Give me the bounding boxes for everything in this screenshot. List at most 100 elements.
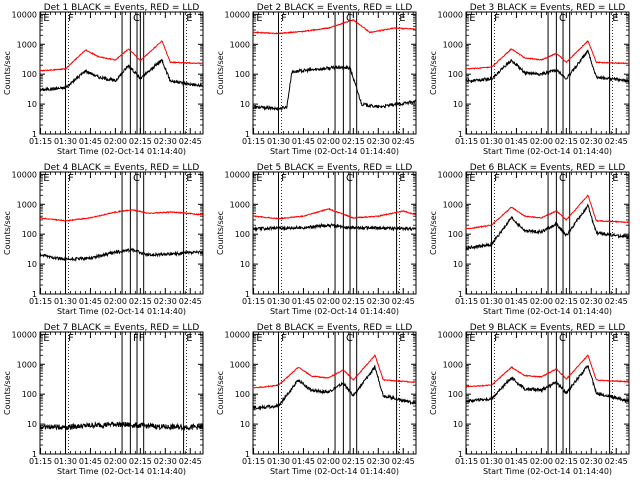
segment-marker-label: C [559,333,566,344]
x-axis-label: Start Time (02-Oct-14 01:14:40) [270,147,399,156]
x-tick-label: 02:45 [605,137,628,146]
panel-det-2: Det 2 BLACK = Events, RED = LLD Counts/se… [216,3,417,156]
x-tick-label: 01:30 [480,297,503,306]
y-tick-label: 100 [448,230,463,239]
segment-marker-label: E [256,13,262,24]
y-tick-label: 100 [22,230,37,239]
x-tick-label: 02:45 [605,297,628,306]
x-tick-label: 02:00 [104,297,127,306]
series-line-events [465,49,630,84]
x-tick-label: 02:15 [555,137,578,146]
segment-marker-label: F [281,333,287,344]
x-tick-label: 02:00 [530,297,553,306]
y-axis-label: Counts/sec [3,51,12,95]
plot-frame [39,331,204,455]
series-line-events [39,247,204,263]
y-tick-label: 1000 [443,40,463,49]
y-tick-label: 10000 [438,170,463,179]
x-tick-label: 01:30 [267,297,290,306]
segment-marker-label: E [469,173,475,184]
segment-marker-label: C [133,13,140,24]
x-tick-label: 02:30 [580,137,603,146]
segment-marker-label: F [281,13,287,24]
segment-marker-label: E [43,13,49,24]
y-tick-label: 1000 [17,360,37,369]
x-tick-label: 01:15 [455,297,478,306]
panel-det-9: Det 9 BLACK = Events, RED = LLD Counts/se… [429,323,630,476]
segment-marker-label: E [186,333,192,344]
x-tick-label: 02:30 [154,297,177,306]
segment-marker-label: C [133,173,140,184]
x-tick-label: 01:15 [242,457,265,466]
x-axis-label: Start Time (02-Oct-14 01:14:40) [483,147,612,156]
y-tick-label: 1 [458,130,463,139]
plot-frame [465,11,630,135]
x-tick-label: 02:30 [154,137,177,146]
series-line-events [252,364,417,411]
plot-frame [39,11,204,135]
x-tick-label: 02:45 [179,457,202,466]
x-tick-label: 02:00 [317,137,340,146]
segment-marker-label: F [68,13,74,24]
x-axis-label: Start Time (02-Oct-14 01:14:40) [57,307,186,316]
segment-marker-label: E [43,173,49,184]
y-tick-label: 1000 [17,200,37,209]
segment-marker-label: E [256,173,262,184]
panel-title: Det 8 BLACK = Events, RED = LLD [257,323,413,333]
y-tick-label: 100 [22,390,37,399]
y-tick-label: 100 [22,70,37,79]
x-axis-label: Start Time (02-Oct-14 01:14:40) [483,307,612,316]
x-tick-label: 01:15 [242,297,265,306]
segment-marker-label: E [186,173,192,184]
segment-marker-label: F [494,173,500,184]
x-tick-label: 02:15 [342,297,365,306]
panel-title: Det 4 BLACK = Events, RED = LLD [44,163,200,173]
x-tick-label: 02:00 [530,457,553,466]
x-tick-label: 02:15 [342,137,365,146]
series-line-events [252,64,417,112]
y-tick-label: 10000 [12,330,37,339]
series-line-lld [465,40,630,70]
segment-marker-label: F [68,333,74,344]
x-tick-label: 01:45 [292,137,315,146]
x-tick-label: 01:45 [79,457,102,466]
y-axis-label: Counts/sec [3,211,12,255]
x-tick-label: 02:15 [555,457,578,466]
panel-det-7: Det 7 BLACK = Events, RED = LLD Counts/se… [3,323,204,476]
x-tick-label: 02:30 [580,297,603,306]
panel-title: Det 3 BLACK = Events, RED = LLD [470,3,626,13]
plot-frame [465,171,630,295]
y-tick-label: 10000 [12,170,37,179]
segment-marker-label: E [186,13,192,24]
panel-title: Det 1 BLACK = Events, RED = LLD [44,3,200,13]
y-tick-label: 10000 [225,10,250,19]
y-axis-label: Counts/sec [3,371,12,415]
x-tick-label: 01:30 [267,457,290,466]
x-axis-label: Start Time (02-Oct-14 01:14:40) [270,467,399,476]
y-tick-label: 1 [245,130,250,139]
segment-marker-label: E [399,13,405,24]
x-tick-label: 02:30 [367,297,390,306]
x-tick-label: 01:30 [54,137,77,146]
y-tick-label: 1 [32,450,37,459]
segment-marker-label: E [469,333,475,344]
series-line-lld [252,354,417,389]
y-tick-label: 1000 [443,360,463,369]
panel-det-6: Det 6 BLACK = Events, RED = LLD Counts/se… [429,163,630,316]
y-tick-label: 1000 [230,360,250,369]
series-line-lld [39,40,204,72]
y-tick-label: 10 [453,420,463,429]
y-tick-label: 10000 [438,330,463,339]
x-tick-label: 01:15 [455,137,478,146]
plot-frame [252,171,417,295]
y-tick-label: 1000 [230,40,250,49]
y-tick-label: 10 [240,100,250,109]
x-axis-label: Start Time (02-Oct-14 01:14:40) [483,467,612,476]
x-axis-label: Start Time (02-Oct-14 01:14:40) [57,147,186,156]
x-tick-label: 01:45 [505,457,528,466]
x-tick-label: 02:45 [179,297,202,306]
segment-marker-label: F [68,173,74,184]
panel-title: Det 7 BLACK = Events, RED = LLD [44,323,200,333]
series-line-events [39,421,204,432]
